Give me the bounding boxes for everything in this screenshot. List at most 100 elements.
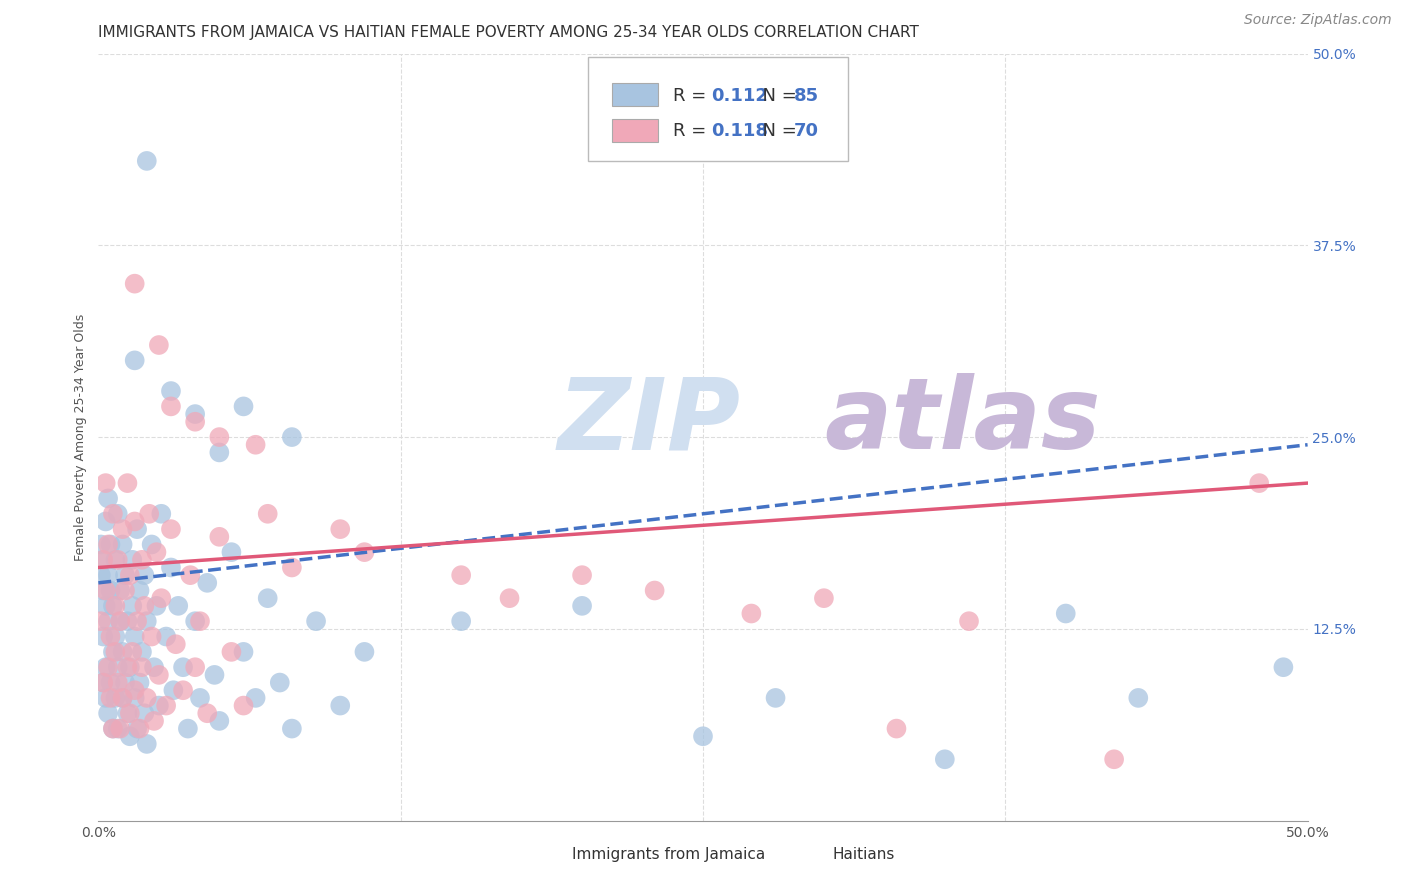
Point [135,690,157,705]
Point [124,630,146,644]
Point [148,338,170,352]
Point [101,645,124,659]
Point [135,737,157,751]
Point [94,690,117,705]
Point [118,660,141,674]
Point [94,599,117,613]
Point [195,706,218,721]
Point [111,537,134,551]
Text: 85: 85 [793,87,818,104]
FancyBboxPatch shape [613,84,658,106]
Point [117,614,139,628]
Point [155,630,177,644]
Point [165,637,187,651]
Point [101,507,124,521]
Point [281,560,304,574]
Text: Immigrants from Jamaica: Immigrants from Jamaica [572,847,766,862]
Point [644,583,666,598]
Point [91,553,114,567]
Point [184,660,207,674]
Point [353,545,375,559]
Point [160,522,183,536]
Point [97,537,120,551]
Point [232,645,254,659]
Point [97,614,120,628]
Point [118,729,141,743]
Point [177,722,200,736]
Point [111,645,134,659]
Text: R =: R = [672,87,711,104]
Point [143,714,166,728]
Point [141,537,163,551]
Point [160,400,183,414]
Point [100,675,122,690]
Point [1102,752,1125,766]
Point [101,722,124,736]
Text: ZIP: ZIP [558,373,741,470]
Point [124,277,146,291]
Point [208,445,231,459]
Text: N =: N = [751,87,803,104]
Point [184,415,207,429]
Point [134,706,156,721]
Point [114,568,136,582]
Point [1054,607,1077,621]
Point [100,537,122,551]
Point [1128,690,1150,705]
Point [127,522,149,536]
Point [108,722,131,736]
Y-axis label: Female Poverty Among 25-34 Year Olds: Female Poverty Among 25-34 Year Olds [75,313,87,561]
Point [117,706,139,721]
Point [172,683,194,698]
Point [128,722,150,736]
Point [118,568,141,582]
FancyBboxPatch shape [787,844,824,865]
Point [91,630,114,644]
Point [135,614,157,628]
FancyBboxPatch shape [613,119,658,142]
Point [145,599,167,613]
Point [571,568,593,582]
Text: 0.112: 0.112 [711,87,768,104]
Point [184,614,207,628]
Point [124,353,146,368]
Point [1249,476,1271,491]
Point [155,698,177,713]
Point [167,599,190,613]
Point [97,706,120,721]
Point [91,675,114,690]
Point [121,645,143,659]
Point [124,515,146,529]
Point [107,675,129,690]
Point [107,553,129,567]
Point [108,614,131,628]
Point [329,698,352,713]
Point [145,545,167,559]
Point [208,430,231,444]
Text: 0.118: 0.118 [711,122,769,140]
Point [94,476,117,491]
Point [131,660,153,674]
Point [1272,660,1295,674]
Point [104,690,127,705]
Point [97,491,120,506]
Point [104,599,127,613]
Point [245,438,267,452]
Point [204,668,226,682]
Point [934,752,956,766]
Point [256,507,278,521]
Text: R =: R = [672,122,711,140]
Point [107,722,129,736]
Point [117,476,139,491]
Point [128,583,150,598]
Text: N =: N = [751,122,803,140]
Point [101,599,124,613]
Point [91,583,114,598]
Point [135,153,157,168]
Point [90,537,112,551]
Point [121,553,143,567]
Point [232,400,254,414]
Point [134,568,156,582]
Point [221,645,243,659]
Point [208,530,231,544]
